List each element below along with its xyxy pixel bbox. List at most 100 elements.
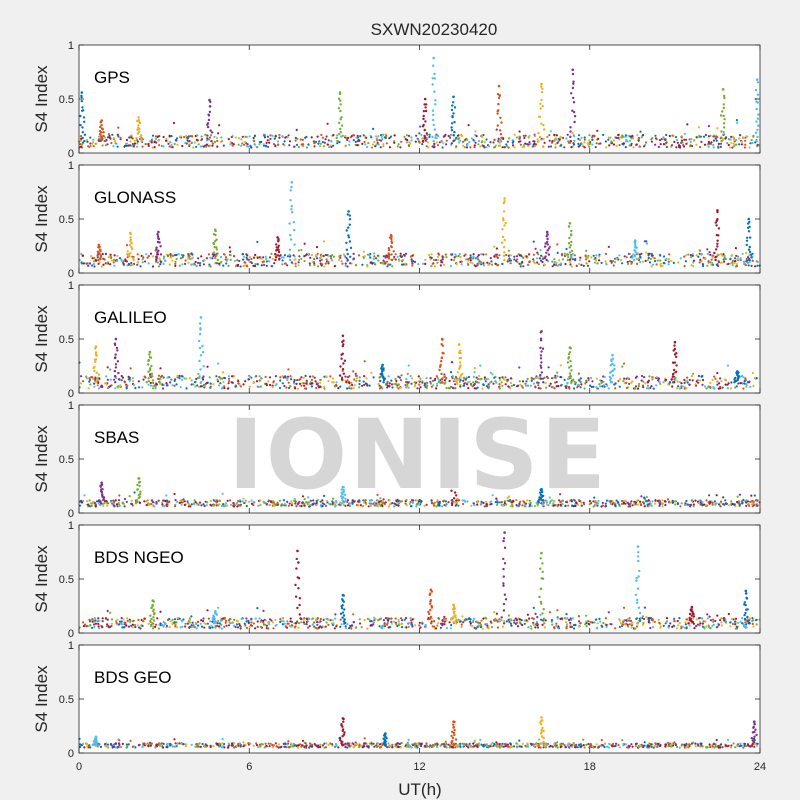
data-point [573, 254, 576, 257]
data-point [450, 624, 453, 627]
data-point [216, 145, 219, 148]
peak-point [422, 114, 425, 118]
data-point [557, 140, 560, 143]
data-point [623, 377, 626, 380]
data-point [268, 376, 272, 379]
peak-max-point [755, 78, 759, 81]
data-point [136, 263, 139, 266]
data-point [663, 500, 667, 503]
data-point [482, 253, 485, 256]
data-point [467, 259, 470, 262]
data-point [579, 386, 582, 389]
data-point [524, 619, 527, 622]
data-point [588, 142, 592, 146]
peak-point [672, 368, 676, 372]
data-point [393, 255, 396, 259]
peak-point [93, 369, 96, 373]
data-point [405, 252, 408, 255]
data-point [456, 382, 459, 386]
data-point [83, 494, 86, 497]
peak-point [155, 248, 158, 251]
data-point [660, 138, 663, 141]
data-point [85, 138, 89, 142]
data-point [437, 617, 441, 620]
data-point [457, 254, 460, 258]
data-point [442, 263, 446, 266]
data-point [290, 261, 293, 264]
data-point [539, 613, 542, 617]
data-point [742, 260, 746, 263]
data-point [154, 385, 157, 388]
peak-point [132, 257, 135, 260]
data-point [241, 253, 244, 256]
data-point [250, 621, 253, 624]
peak-point [736, 373, 739, 377]
data-point [353, 384, 356, 387]
data-point [483, 141, 486, 144]
data-point [407, 134, 411, 137]
data-point [569, 621, 572, 624]
data-point [354, 140, 357, 143]
data-point [684, 254, 688, 257]
data-point [186, 500, 189, 503]
data-point [451, 386, 454, 389]
data-point [714, 502, 717, 505]
data-point [330, 257, 333, 260]
data-point [127, 144, 130, 147]
data-point [505, 253, 508, 257]
data-point [147, 622, 150, 625]
peak-point [216, 252, 219, 255]
peak-point [337, 97, 341, 100]
data-point [252, 139, 255, 142]
peak-point [388, 248, 391, 252]
peak-point [208, 110, 212, 114]
data-point [142, 256, 145, 259]
data-point [309, 256, 312, 259]
data-point [476, 263, 479, 266]
data-point [751, 622, 754, 626]
data-point [143, 375, 146, 378]
data-point [563, 616, 566, 620]
data-point [106, 366, 109, 369]
data-point [159, 375, 163, 378]
data-point [543, 263, 547, 267]
data-point [304, 374, 307, 377]
peak-point [567, 242, 571, 245]
data-point [683, 255, 686, 258]
data-point [750, 264, 753, 267]
peak-point [423, 134, 426, 138]
data-point [527, 626, 530, 629]
data-point [601, 501, 604, 504]
data-point [272, 142, 275, 146]
data-point [97, 138, 100, 141]
peak-point [722, 133, 726, 136]
data-point [340, 135, 343, 138]
data-point [275, 382, 278, 386]
peak-point [438, 368, 441, 372]
peak-max-point [540, 330, 543, 333]
data-point [244, 261, 247, 264]
data-point [106, 136, 109, 139]
peak-point [113, 343, 117, 347]
peak-point [83, 133, 87, 136]
data-point [738, 137, 741, 140]
data-point [532, 253, 535, 256]
peak-point [540, 361, 543, 364]
data-point [753, 376, 757, 380]
peak-point [278, 257, 281, 260]
data-point [503, 146, 506, 149]
data-point [206, 381, 209, 384]
data-point [400, 626, 404, 629]
peak-max-point [137, 116, 140, 119]
data-point [480, 263, 483, 266]
data-point [543, 141, 546, 144]
data-point [685, 138, 688, 141]
data-point [373, 252, 376, 255]
data-point [727, 262, 730, 265]
data-point [665, 145, 669, 149]
data-point [729, 138, 732, 141]
data-point [739, 620, 742, 623]
data-point [720, 624, 723, 627]
data-point [132, 145, 135, 148]
data-point [628, 139, 632, 142]
